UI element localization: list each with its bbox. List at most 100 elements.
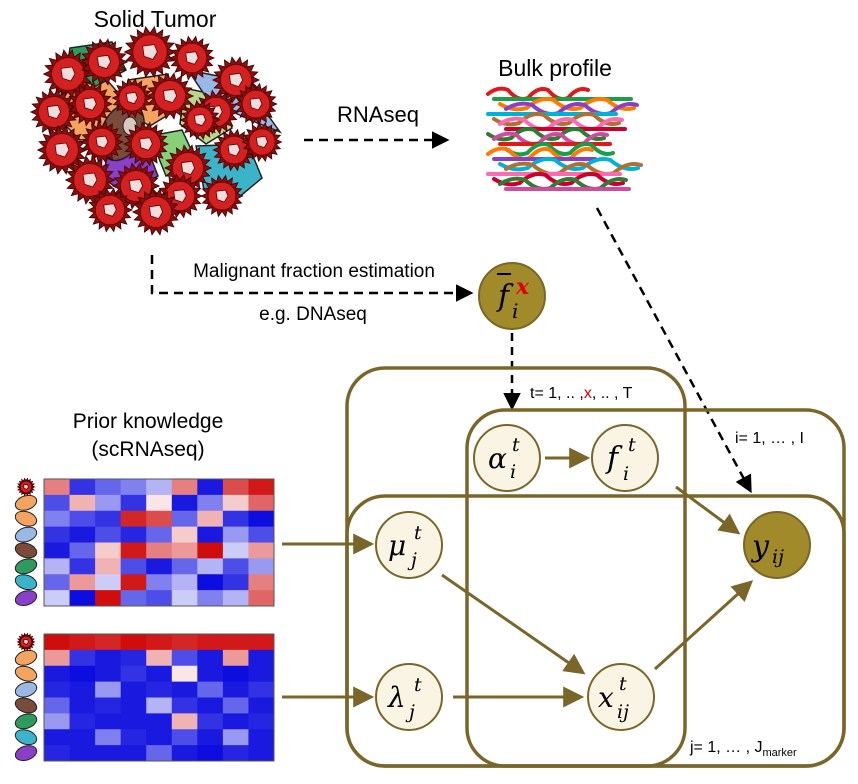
cell-type-icon bbox=[14, 574, 38, 591]
heatmap-cell bbox=[120, 542, 147, 559]
heatmap-cell bbox=[248, 542, 275, 559]
heatmap-cell bbox=[95, 665, 122, 683]
heatmap-cell bbox=[197, 729, 224, 746]
node-f-bar: f i x bbox=[478, 262, 546, 330]
heatmap-cell bbox=[171, 574, 198, 591]
malignant-cell bbox=[67, 81, 113, 127]
malignant-cell bbox=[16, 632, 36, 652]
heatmap-cell bbox=[95, 634, 122, 651]
malignant-cell bbox=[79, 38, 129, 86]
malignant-cell bbox=[179, 99, 221, 141]
heatmap-cell bbox=[248, 665, 275, 683]
svg-text:μ: μ bbox=[388, 529, 406, 562]
heatmap-cell bbox=[197, 681, 224, 698]
node-x: x ij t bbox=[587, 663, 655, 731]
heatmap-cell bbox=[44, 574, 70, 591]
heatmap-cell bbox=[171, 542, 198, 559]
heatmap-cell bbox=[44, 494, 70, 512]
cell-type-icon bbox=[14, 649, 38, 666]
heatmap-cell bbox=[95, 590, 122, 607]
heatmap-cell bbox=[69, 494, 96, 512]
heatmap-cell bbox=[222, 479, 249, 496]
bulk-profile-line bbox=[504, 161, 643, 176]
node-lambda: λ j t bbox=[375, 663, 443, 731]
heatmap-cell bbox=[44, 634, 70, 651]
svg-text:t: t bbox=[414, 522, 422, 544]
heatmap-cell bbox=[95, 713, 122, 730]
heatmap-cell bbox=[146, 729, 173, 746]
svg-text:α: α bbox=[488, 442, 507, 475]
heatmap-cell bbox=[44, 697, 70, 714]
edge-mu-x bbox=[441, 573, 586, 675]
heatmap-cell bbox=[248, 494, 275, 512]
svg-text:t: t bbox=[414, 674, 422, 696]
mu-heatmap bbox=[43, 478, 275, 607]
heatmap-cell bbox=[120, 713, 147, 730]
heatmap-cell bbox=[248, 697, 275, 714]
heatmap-cell bbox=[95, 729, 122, 746]
cell-type-icon bbox=[14, 665, 38, 682]
cell-type-icon bbox=[14, 681, 38, 698]
heatmap-cell bbox=[69, 590, 96, 607]
cell-type-icon bbox=[14, 713, 38, 730]
bulk-profile-line bbox=[486, 146, 594, 161]
heatmap-cell bbox=[146, 510, 173, 528]
heatmap-cell bbox=[197, 634, 224, 651]
cell-type-icon bbox=[14, 558, 38, 575]
node-f: f i t bbox=[591, 424, 659, 492]
heatmap-cell bbox=[171, 510, 198, 528]
heatmap-cell bbox=[222, 634, 249, 651]
plate-j bbox=[345, 494, 846, 768]
heatmap-cell bbox=[171, 681, 198, 698]
heatmap-cell bbox=[120, 681, 147, 698]
malignant-cell bbox=[145, 72, 195, 120]
heatmap-cell bbox=[197, 479, 224, 496]
heatmap-cell bbox=[146, 590, 173, 607]
bulk-to-y-arrow bbox=[595, 207, 752, 494]
heatmap-cell bbox=[248, 649, 275, 667]
heatmap-cell bbox=[95, 649, 122, 667]
cell-type-icon bbox=[14, 590, 38, 607]
malignant-cell bbox=[16, 477, 36, 497]
node-y: y ij bbox=[743, 511, 811, 579]
heatmap-cell bbox=[69, 542, 96, 559]
heatmap-cell bbox=[95, 697, 122, 714]
malignant-cell bbox=[36, 125, 88, 175]
heatmap-cell bbox=[69, 681, 96, 698]
malignant-cell bbox=[123, 121, 169, 167]
svg-text:i: i bbox=[512, 299, 518, 323]
svg-text:ij: ij bbox=[772, 546, 784, 568]
heatmap-cell bbox=[248, 681, 275, 698]
svg-text:j: j bbox=[405, 701, 415, 723]
heatmap-cell bbox=[197, 697, 224, 714]
plate-i-label: i= 1, … , I bbox=[735, 430, 804, 447]
malignant-cell bbox=[87, 187, 133, 233]
malignant-cell bbox=[123, 25, 177, 79]
heatmap-cell bbox=[146, 526, 173, 543]
heatmap-cell bbox=[44, 713, 70, 730]
heatmap-cell bbox=[120, 729, 147, 746]
heatmap-cell bbox=[69, 729, 96, 746]
svg-text:i: i bbox=[623, 463, 629, 485]
heatmap-cell bbox=[248, 713, 275, 730]
heatmap-cell bbox=[44, 526, 70, 543]
heatmap-cell bbox=[222, 729, 249, 746]
heatmap-cell bbox=[197, 558, 224, 575]
heatmap-cell bbox=[69, 745, 96, 762]
solid-tumor-illustration bbox=[29, 25, 283, 236]
malignant-cell bbox=[80, 120, 124, 164]
heatmap-cell bbox=[44, 729, 70, 746]
heatmap-cell bbox=[197, 713, 224, 730]
malignant-cell bbox=[241, 121, 283, 163]
heatmap-cell bbox=[95, 745, 122, 762]
heatmap-cell bbox=[197, 649, 224, 667]
heatmap-cell bbox=[44, 681, 70, 698]
heatmap-cell bbox=[120, 510, 147, 528]
cell-type-icon bbox=[14, 494, 38, 511]
heatmap-cell bbox=[248, 479, 275, 496]
heatmap-cell bbox=[197, 590, 224, 607]
heatmap-cell bbox=[146, 542, 173, 559]
heatmap-cell bbox=[146, 697, 173, 714]
malignant-cell bbox=[234, 82, 278, 126]
bulk-profile-illustration bbox=[486, 86, 643, 191]
